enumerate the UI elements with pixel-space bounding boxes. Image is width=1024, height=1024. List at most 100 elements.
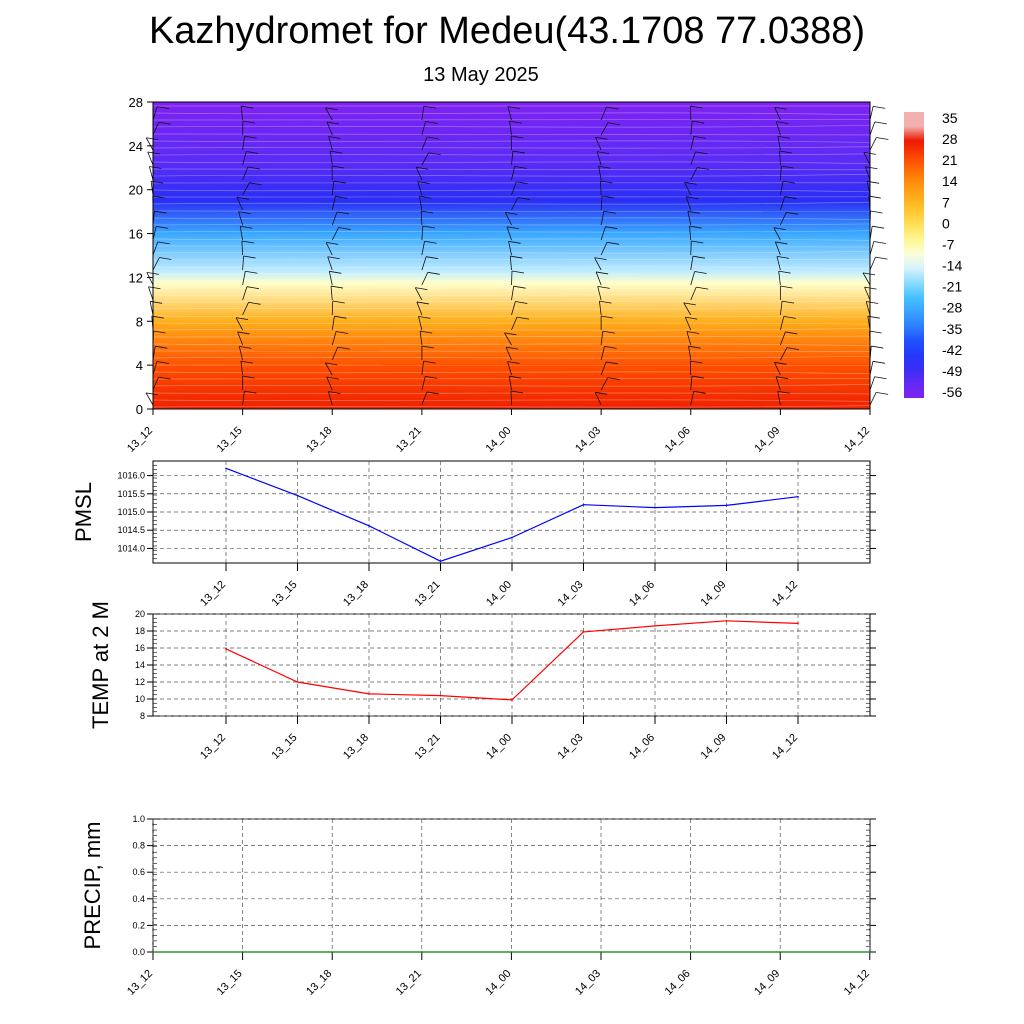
wind-barb-flag <box>876 392 889 395</box>
wind-barb <box>419 331 423 346</box>
wind-barb-flag <box>246 286 260 290</box>
y-tick-label: 0.2 <box>132 920 145 930</box>
x-tick-label: 14_06 <box>663 425 693 455</box>
wind-barb-flag <box>869 330 882 334</box>
wind-barb-flag <box>691 375 705 379</box>
contour-line <box>152 371 871 375</box>
temp-2m-panel: 8 10 12 14 16 18 20 13_12 13_15 13_18 13_21 14_00 14… <box>88 601 876 762</box>
x-tick-label: 14_06 <box>627 732 657 762</box>
wind-barb-flag <box>784 196 797 200</box>
wind-barb <box>238 211 244 226</box>
wind-barb <box>865 166 871 181</box>
data-point <box>331 951 334 953</box>
wind-barb <box>687 211 692 226</box>
data-point <box>241 951 244 953</box>
wind-barb <box>869 106 874 121</box>
data-point <box>421 951 423 953</box>
colorbar: 35 28 21 14 7 0 -7 -14 -21 -28 -35 -42 -49 -56 <box>904 110 962 400</box>
wind-barb <box>690 376 693 391</box>
wind-barb-flag <box>428 152 441 156</box>
wind-barb-flag <box>774 106 787 110</box>
wind-barb-flag <box>146 137 159 141</box>
wind-barb-flag <box>686 331 699 334</box>
wind-barb <box>690 151 696 166</box>
wind-barb-flag <box>337 346 350 350</box>
wind-barb <box>152 361 158 376</box>
wind-barb-flag <box>595 391 608 395</box>
x-tick-label: 14_03 <box>556 732 586 762</box>
x-tick-label: 13_15 <box>270 579 300 609</box>
wind-barb-flag <box>427 136 440 140</box>
wind-barb <box>152 122 160 136</box>
wind-barb-flag <box>606 106 619 110</box>
wind-barb <box>152 106 158 121</box>
wind-barb-flag <box>246 151 259 154</box>
colorbar-gradient <box>904 112 924 398</box>
contour-line <box>152 399 871 402</box>
wind-barb <box>863 152 871 166</box>
wind-barb-flag <box>778 270 791 274</box>
wind-barb-flag <box>422 225 435 229</box>
wind-barb-flag <box>326 121 340 125</box>
wind-barb-flag <box>325 107 338 111</box>
wind-barb <box>421 376 426 391</box>
chart-subtitle: 13 May 2025 <box>423 64 539 86</box>
wind-barb <box>328 391 333 406</box>
wind-barb <box>600 361 607 376</box>
x-tick-label: 13_18 <box>341 732 371 762</box>
wind-barb <box>146 272 154 286</box>
wind-barb <box>421 361 424 376</box>
y-tick-label: 24 <box>129 139 143 154</box>
wind-barb <box>152 376 159 391</box>
wind-barb-flag <box>514 165 527 169</box>
wind-barb-flag <box>774 361 787 365</box>
contour-line <box>152 328 871 331</box>
data-point <box>439 694 442 697</box>
wind-barb-flag <box>776 256 790 259</box>
wind-barb-flag <box>511 135 524 139</box>
wind-barb-flag <box>865 166 878 170</box>
wind-barb-flag <box>594 257 607 261</box>
y-tick-label: 0.6 <box>132 867 145 877</box>
wind-barb-flag <box>602 330 615 334</box>
wind-barb <box>145 137 154 151</box>
wind-barb-flag <box>336 331 349 334</box>
colorbar-label: -49 <box>942 363 962 379</box>
wind-barb-flag <box>154 210 167 214</box>
wind-barb <box>421 121 426 136</box>
wind-barb <box>780 347 788 361</box>
wind-barb-flag <box>157 106 170 110</box>
wind-barb-flag <box>874 121 887 125</box>
wind-barb-flag <box>153 330 166 334</box>
wind-barb <box>145 392 154 406</box>
wind-barb <box>774 241 781 256</box>
wind-barb <box>324 362 333 376</box>
colorbar-label: -14 <box>942 258 962 274</box>
wind-barb-flag <box>336 211 350 215</box>
wind-barb-flag <box>689 225 702 229</box>
contour-line <box>152 112 871 116</box>
wind-barb-flag <box>600 180 613 184</box>
wind-barb-flag <box>242 120 255 124</box>
y-tick-label: 10 <box>135 694 145 704</box>
wind-barb <box>240 361 244 376</box>
wind-barb <box>421 391 428 406</box>
wind-barb <box>690 286 697 301</box>
wind-barb-flag <box>780 285 793 289</box>
wind-barb-flag <box>156 361 169 364</box>
contour-line <box>152 153 871 156</box>
wind-barb <box>239 226 244 241</box>
colorbar-label: 28 <box>942 131 958 147</box>
wind-barb-flag <box>425 376 438 379</box>
wind-barb <box>327 256 333 271</box>
wind-barb-flag <box>786 211 799 215</box>
y-tick-label: 16 <box>129 227 143 242</box>
wind-barb <box>690 391 695 406</box>
wind-barb <box>774 362 781 376</box>
wind-barb-flag <box>330 150 343 154</box>
y-tick-label: 0.4 <box>132 894 145 904</box>
wind-barb-flag <box>694 271 707 274</box>
wind-barb-flag <box>155 345 168 349</box>
contour-line <box>152 307 871 310</box>
